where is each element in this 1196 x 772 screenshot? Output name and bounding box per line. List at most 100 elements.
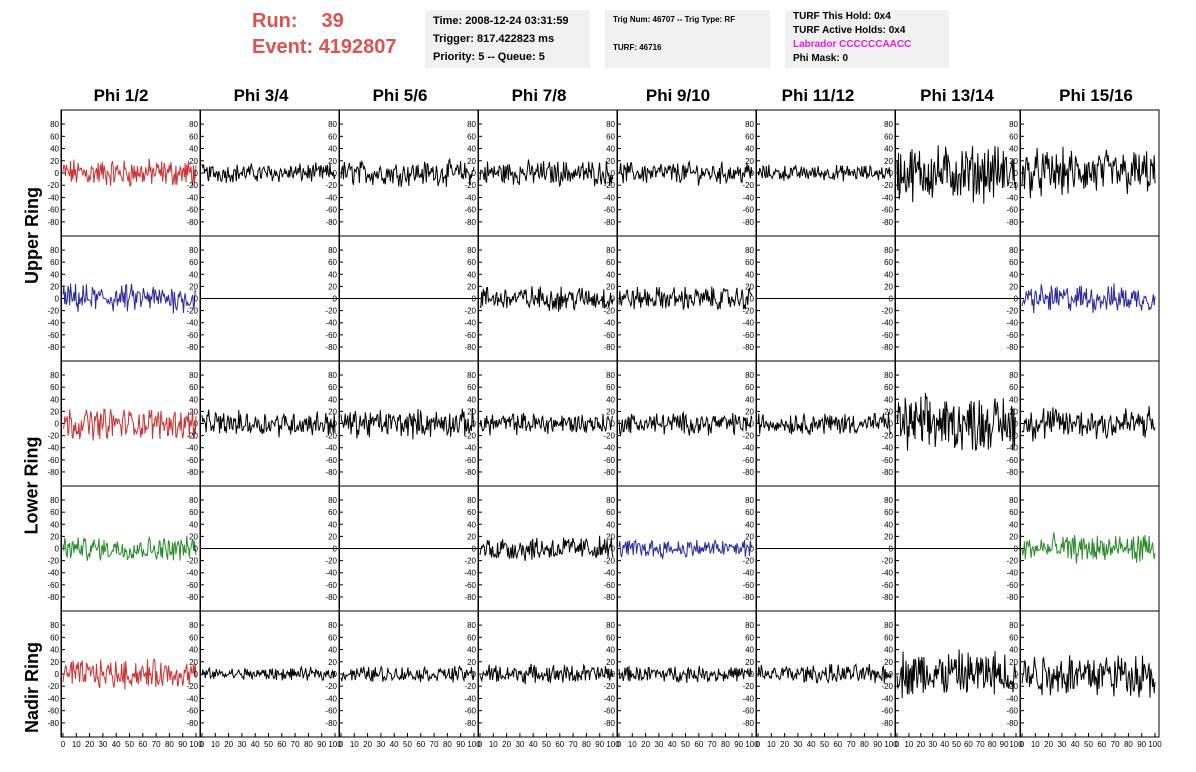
waveform-trace	[62, 158, 197, 187]
y-tick-label: 60	[745, 633, 754, 642]
waveform-trace	[757, 412, 892, 436]
y-tick-label: 60	[1009, 633, 1018, 642]
y-tick-label: -40	[742, 569, 754, 578]
y-tick-label: -40	[742, 319, 754, 328]
y-tick-label: 20	[884, 658, 893, 667]
y-tick-label: 20	[606, 532, 615, 541]
column-header-phi-7-8: Phi 7/8	[511, 86, 567, 105]
y-tick-label: 40	[467, 145, 476, 154]
y-tick-label: -60	[1006, 581, 1018, 590]
y-tick-label: 0	[333, 420, 338, 429]
y-tick-label: -40	[47, 319, 59, 328]
time-text: Time: 2008-12-24 03:31:59	[433, 15, 569, 27]
y-tick-label: 60	[189, 633, 198, 642]
y-tick-label: 0	[472, 670, 477, 679]
y-tick-label: 60	[884, 633, 893, 642]
y-tick-label: -20	[325, 557, 337, 566]
y-tick-label: 80	[606, 120, 615, 129]
y-tick-label: -60	[325, 707, 337, 716]
y-tick-label: 20	[328, 532, 337, 541]
y-tick-label: -60	[1006, 456, 1018, 465]
y-tick-label: -80	[464, 218, 476, 227]
y-tick-label: -80	[47, 343, 59, 352]
x-tick-label: 0	[61, 740, 66, 749]
y-tick-label: 0	[55, 169, 60, 178]
y-tick-label: 80	[606, 371, 615, 380]
y-tick-label: -60	[47, 581, 59, 590]
column-header-phi-5-6: Phi 5/6	[372, 86, 428, 105]
x-tick-label: 20	[224, 740, 233, 749]
y-tick-label: 80	[50, 621, 59, 630]
waveform-trace	[340, 157, 475, 187]
priority-text: Priority: 5 -- Queue: 5	[433, 51, 545, 63]
y-tick-label: -80	[742, 218, 754, 227]
y-tick-label: -80	[603, 343, 615, 352]
y-tick-label: 0	[472, 295, 477, 304]
y-tick-label: 60	[328, 132, 337, 141]
y-tick-label: 40	[467, 520, 476, 529]
y-tick-label: -60	[881, 331, 893, 340]
x-tick-label: 40	[529, 740, 538, 749]
turf-info-box: TURF This Hold: 0x4 TURF Active Holds: 0…	[785, 10, 949, 68]
y-tick-label: 0	[472, 169, 477, 178]
y-tick-label: -80	[742, 719, 754, 728]
y-tick-label: -60	[742, 206, 754, 215]
y-tick-label: -40	[1006, 193, 1018, 202]
x-tick-label: 100	[328, 740, 342, 749]
x-tick-label: 60	[277, 740, 286, 749]
waveform-trace	[618, 410, 753, 436]
x-tick-label: 100	[1148, 740, 1162, 749]
x-tick-label: 10	[628, 740, 637, 749]
y-tick-label: 60	[467, 633, 476, 642]
x-tick-label: 90	[456, 740, 465, 749]
y-tick-label: -40	[881, 193, 893, 202]
y-tick-label: -20	[603, 682, 615, 691]
y-tick-label: -40	[464, 193, 476, 202]
y-tick-label: 40	[467, 395, 476, 404]
waveform-trace	[62, 535, 197, 561]
x-tick-label: 100	[745, 740, 759, 749]
y-tick-label: 0	[750, 670, 755, 679]
y-tick-label: -80	[186, 343, 198, 352]
waveform-trace	[1021, 655, 1156, 698]
y-tick-label: -80	[47, 593, 59, 602]
x-tick-label: 70	[152, 740, 161, 749]
y-tick-label: -40	[464, 319, 476, 328]
y-tick-label: -80	[464, 468, 476, 477]
y-tick-label: -40	[742, 694, 754, 703]
y-tick-label: -80	[47, 218, 59, 227]
y-tick-label: 40	[189, 646, 198, 655]
y-tick-label: 0	[889, 169, 894, 178]
y-tick-label: 80	[50, 496, 59, 505]
y-tick-label: -80	[186, 218, 198, 227]
y-tick-label: -20	[1006, 432, 1018, 441]
y-tick-label: -20	[464, 307, 476, 316]
y-tick-label: 0	[611, 670, 616, 679]
waveform-trace	[479, 535, 614, 561]
y-tick-label: -60	[881, 581, 893, 590]
waveform-trace	[479, 663, 614, 685]
y-tick-label: -40	[464, 569, 476, 578]
y-tick-label: -40	[881, 569, 893, 578]
y-tick-label: -20	[325, 432, 337, 441]
y-tick-label: 0	[55, 545, 60, 554]
y-tick-label: -40	[881, 444, 893, 453]
y-tick-label: -40	[47, 444, 59, 453]
event-value: 4192807	[318, 36, 397, 58]
y-tick-label: 0	[333, 545, 338, 554]
x-tick-label: 50	[820, 740, 829, 749]
waveform-trace	[62, 408, 197, 441]
y-tick-label: -40	[186, 694, 198, 703]
y-tick-label: 60	[328, 633, 337, 642]
y-tick-label: 60	[189, 132, 198, 141]
y-tick-label: 20	[467, 658, 476, 667]
x-tick-label: 20	[780, 740, 789, 749]
y-tick-label: 80	[884, 496, 893, 505]
y-tick-label: -40	[464, 444, 476, 453]
y-tick-label: 80	[467, 496, 476, 505]
y-tick-label: -20	[47, 432, 59, 441]
x-tick-label: 30	[376, 740, 385, 749]
run-label: Run:	[252, 10, 298, 32]
y-tick-label: -40	[1006, 569, 1018, 578]
y-tick-label: 40	[745, 646, 754, 655]
